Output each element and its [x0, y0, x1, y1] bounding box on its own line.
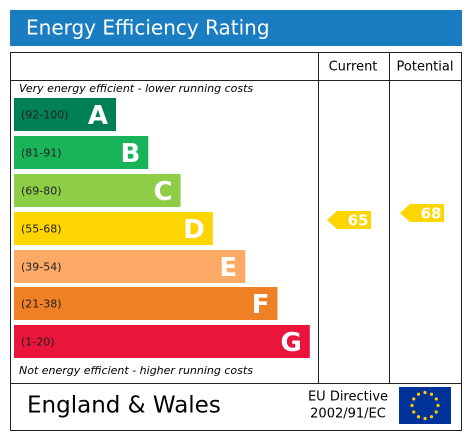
eu-star [412, 410, 416, 414]
eu-star [423, 390, 427, 395]
header-title: Energy Efficiency Rating [26, 16, 270, 40]
band-bar [14, 174, 181, 207]
band-range: (39-54) [21, 261, 62, 274]
band-range: (69-80) [21, 185, 62, 198]
eu-star [436, 403, 440, 408]
eu-star [429, 392, 434, 396]
eu-star [429, 415, 434, 419]
band-bar [14, 287, 278, 320]
eu-star [434, 410, 438, 414]
band-letter: D [183, 215, 205, 245]
band-bar [14, 212, 213, 245]
eu-star [412, 397, 416, 401]
band-range: (1-20) [21, 336, 55, 349]
band-letter: E [219, 253, 237, 283]
band-letter: B [120, 139, 140, 169]
potential-rating: 68 [421, 205, 442, 223]
region: England & Wales [27, 393, 221, 419]
directive: EU Directive [308, 390, 388, 405]
directive: 2002/91/EC [310, 407, 386, 422]
band-range: (21-38) [21, 298, 62, 311]
eu-stars [410, 390, 440, 421]
current-rating: 65 [348, 212, 369, 230]
eu-star [416, 392, 421, 396]
band-bar [14, 250, 246, 283]
band-range: (81-91) [21, 147, 62, 160]
eu-star [416, 415, 421, 419]
eu-star [410, 403, 414, 408]
eu-star [423, 416, 427, 421]
bottom-note: Not energy efficient - higher running co… [19, 364, 253, 377]
band-bar [14, 136, 149, 169]
band-letter: F [252, 290, 270, 320]
band-letter: G [280, 328, 301, 358]
eu-star [434, 397, 438, 401]
column-header: Potential [397, 60, 454, 75]
band-range: (55-68) [21, 223, 62, 236]
band-letter: C [154, 177, 173, 207]
frame [10, 52, 462, 431]
band-letter: A [88, 101, 108, 131]
band-bar [14, 325, 310, 358]
band-bar [14, 98, 116, 131]
top-note: Very energy efficient - lower running co… [19, 82, 253, 95]
current-arrow [327, 211, 371, 229]
header-bar [10, 10, 462, 46]
potential-arrow [400, 204, 444, 222]
band-range: (92-100) [21, 109, 69, 122]
column-header: Current [329, 60, 378, 75]
